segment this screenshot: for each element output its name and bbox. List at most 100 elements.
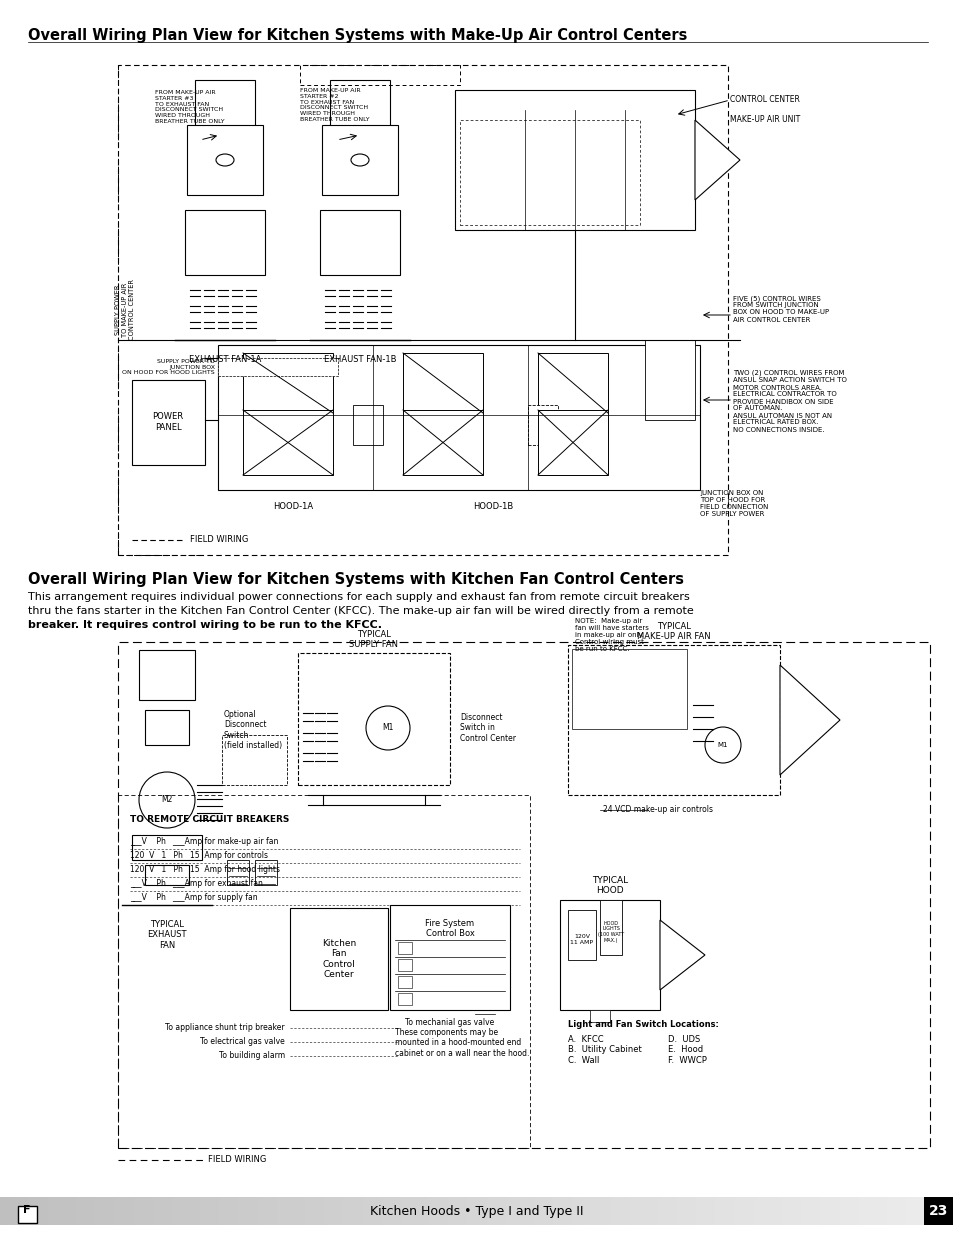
Bar xyxy=(781,1197,791,1225)
Bar xyxy=(915,1197,924,1225)
Text: 24 VCD make-up air controls: 24 VCD make-up air controls xyxy=(602,805,712,815)
Text: 120  V   1   Ph   15  Amp for hood lights: 120 V 1 Ph 15 Amp for hood lights xyxy=(130,864,280,874)
Text: POWER
PANEL: POWER PANEL xyxy=(152,412,183,432)
Bar xyxy=(715,1197,724,1225)
Bar xyxy=(210,1197,219,1225)
Bar xyxy=(67,1197,76,1225)
Bar xyxy=(254,860,276,885)
Bar xyxy=(667,1197,677,1225)
Text: F: F xyxy=(23,1205,30,1215)
Bar xyxy=(934,1197,943,1225)
Bar xyxy=(218,345,700,490)
Bar xyxy=(867,1197,877,1225)
Bar xyxy=(145,864,189,885)
Bar xyxy=(314,1197,324,1225)
Bar xyxy=(658,1197,667,1225)
Bar xyxy=(705,1197,715,1225)
Bar xyxy=(457,1197,467,1225)
Bar xyxy=(114,1197,124,1225)
Bar xyxy=(567,910,596,960)
Text: A.  KFCC
B.  Utility Cabinet
C.  Wall: A. KFCC B. Utility Cabinet C. Wall xyxy=(567,1035,641,1065)
Bar xyxy=(858,1197,867,1225)
Bar xyxy=(410,1197,419,1225)
Text: EXHAUST FAN-1A: EXHAUST FAN-1A xyxy=(189,354,261,364)
Bar xyxy=(537,410,607,475)
Text: To mechanial gas valve: To mechanial gas valve xyxy=(405,1018,494,1028)
Bar xyxy=(476,1197,486,1225)
Bar xyxy=(18,1207,37,1223)
Bar xyxy=(810,1197,820,1225)
Text: TYPICAL
MAKE-UP AIR FAN: TYPICAL MAKE-UP AIR FAN xyxy=(637,621,710,641)
Bar xyxy=(295,1197,305,1225)
Bar xyxy=(567,645,780,795)
Bar xyxy=(572,1197,581,1225)
Bar xyxy=(877,1197,886,1225)
Text: HOOD-1A: HOOD-1A xyxy=(273,501,313,511)
Bar xyxy=(448,1197,457,1225)
Bar xyxy=(248,1197,257,1225)
Bar xyxy=(924,1197,934,1225)
Bar xyxy=(322,125,397,195)
Bar xyxy=(124,1197,133,1225)
Text: M1: M1 xyxy=(382,724,394,732)
Polygon shape xyxy=(695,120,740,200)
Bar xyxy=(286,1197,295,1225)
Bar xyxy=(886,1197,896,1225)
Text: SUPPLY POWER
TO MAKE-UP AIR
CONTROL CENTER: SUPPLY POWER TO MAKE-UP AIR CONTROL CENT… xyxy=(115,279,135,341)
Bar xyxy=(619,1197,629,1225)
Bar xyxy=(139,650,194,700)
Bar xyxy=(185,210,265,275)
Bar xyxy=(276,1197,286,1225)
Text: 120V
11 AMP: 120V 11 AMP xyxy=(570,934,593,945)
Bar xyxy=(402,353,482,412)
Bar xyxy=(402,410,482,475)
Bar xyxy=(400,1197,410,1225)
Text: 23: 23 xyxy=(928,1204,947,1218)
Text: FIVE (5) CONTROL WIRES
FROM SWITCH JUNCTION
BOX ON HOOD TO MAKE-UP
AIR CONTROL C: FIVE (5) CONTROL WIRES FROM SWITCH JUNCT… xyxy=(732,295,828,322)
Bar xyxy=(0,1197,10,1225)
Text: Fire System
Control Box: Fire System Control Box xyxy=(425,919,474,939)
Bar xyxy=(562,1197,572,1225)
Bar xyxy=(10,1197,19,1225)
Text: HOOD-1B: HOOD-1B xyxy=(473,501,513,511)
Bar xyxy=(172,1197,181,1225)
Bar xyxy=(152,1197,162,1225)
Bar xyxy=(559,900,659,1010)
Bar xyxy=(95,1197,105,1225)
Bar xyxy=(48,1197,57,1225)
Bar xyxy=(353,405,382,445)
Text: NOTE:  Make-up air
fan will have starters
in make-up air only.
Control wiring mu: NOTE: Make-up air fan will have starters… xyxy=(575,618,648,652)
Bar xyxy=(145,710,189,745)
Text: ___V    Ph   ___Amp for exhaust fan: ___V Ph ___Amp for exhaust fan xyxy=(130,879,263,888)
Bar xyxy=(829,1197,839,1225)
Bar xyxy=(19,1197,29,1225)
Bar xyxy=(29,1197,38,1225)
Bar xyxy=(677,1197,686,1225)
Text: breaker. It requires control wiring to be run to the KFCC.: breaker. It requires control wiring to b… xyxy=(28,620,381,630)
Bar xyxy=(524,1197,534,1225)
Bar xyxy=(397,942,412,953)
Text: 120  V   1   Ph   15  Amp for controls: 120 V 1 Ph 15 Amp for controls xyxy=(130,851,268,860)
Text: To appliance shunt trip breaker: To appliance shunt trip breaker xyxy=(165,1024,285,1032)
Bar xyxy=(219,1197,229,1225)
Bar xyxy=(923,1197,953,1225)
Bar xyxy=(772,1197,781,1225)
Bar xyxy=(229,1197,238,1225)
Bar xyxy=(600,1197,610,1225)
Text: SUPPLY POWER TO
JUNCTION BOX
ON HOOD FOR HOOD LIGHTS: SUPPLY POWER TO JUNCTION BOX ON HOOD FOR… xyxy=(122,358,214,375)
Bar xyxy=(419,1197,429,1225)
Bar xyxy=(839,1197,848,1225)
Bar xyxy=(943,1197,953,1225)
Text: Kitchen
Fan
Control
Center: Kitchen Fan Control Center xyxy=(321,939,355,979)
Ellipse shape xyxy=(351,154,369,165)
Polygon shape xyxy=(659,920,704,990)
Bar xyxy=(686,1197,696,1225)
Ellipse shape xyxy=(215,154,233,165)
Bar xyxy=(187,125,263,195)
Bar xyxy=(397,993,412,1005)
Text: MAKE-UP AIR UNIT: MAKE-UP AIR UNIT xyxy=(729,115,800,124)
Bar xyxy=(397,960,412,971)
Bar xyxy=(397,976,412,988)
Bar xyxy=(297,653,450,785)
Bar xyxy=(801,1197,810,1225)
